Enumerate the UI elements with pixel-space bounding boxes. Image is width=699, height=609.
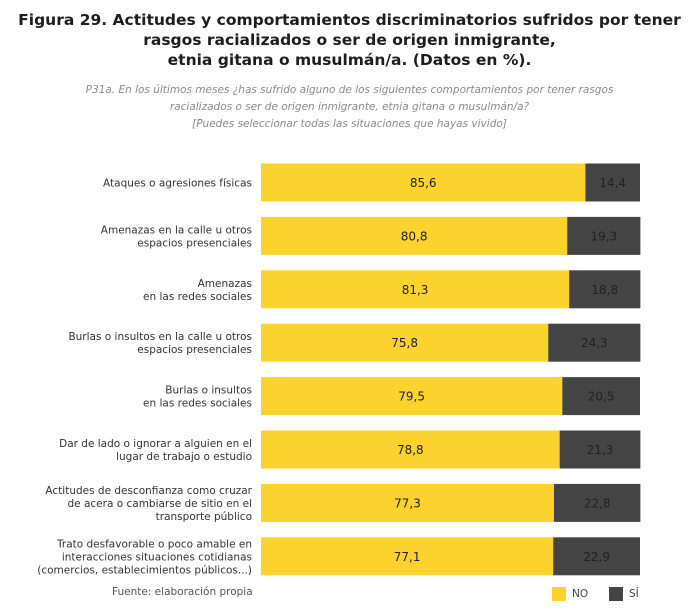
- category-label-line: Amenazas en la calle u otros: [101, 224, 252, 236]
- legend-swatch-si: [609, 587, 623, 601]
- category-label-line: en las redes sociales: [143, 291, 252, 303]
- category-label-line: transporte público: [156, 511, 252, 523]
- category-label: Ataques o agresiones físicas: [103, 178, 252, 190]
- bar-segment-si: [569, 270, 641, 309]
- chart-subtitle-line: racializados o ser de origen inmigrante,…: [169, 101, 530, 113]
- bar-segment-no: [261, 430, 560, 469]
- category-label-line: espacios presenciales: [137, 344, 252, 356]
- value-label-no: 77,1: [394, 550, 421, 564]
- legend-label-si: SÍ: [629, 588, 639, 600]
- category-label: Trato desfavorable o poco amable en inter…: [37, 538, 252, 576]
- category-label-line: espacios presenciales: [137, 237, 252, 249]
- category-label: Actitudes de desconfianza como cruzar de …: [45, 485, 252, 523]
- chart-title-line: etnia gitana o musulmán/a. (Datos en %).: [167, 51, 532, 69]
- bar-segment-si: [585, 163, 640, 202]
- category-label: Burlas o insultos en las redes sociales: [143, 385, 252, 410]
- legend-label-no: NO: [572, 588, 589, 600]
- legend-item-si: SÍ: [609, 587, 639, 601]
- value-label-si: 22,8: [584, 496, 611, 510]
- value-label-no: 79,5: [398, 390, 425, 404]
- chart-title: Figura 29. Actitudes y comportamientos d…: [0, 10, 699, 70]
- category-label: Burlas o insultos en la calle u otros esp…: [68, 331, 252, 356]
- bar-segment-si: [553, 537, 640, 576]
- bar-segment-no: [261, 270, 570, 309]
- category-label-line: interacciones situaciones cotidianas: [62, 551, 252, 563]
- bar-segment-si: [562, 377, 640, 416]
- value-label-si: 19,3: [590, 229, 617, 243]
- bar-segment-si: [559, 430, 641, 469]
- category-label: Dar de lado o ignorar a alguien en el lug…: [59, 438, 252, 463]
- value-label-si: 20,5: [588, 390, 615, 404]
- source-note: Fuente: elaboración propia: [112, 586, 253, 598]
- bar-segment-no: [261, 483, 554, 522]
- category-label-line: de acera o cambiarse de sitio en el: [68, 498, 253, 510]
- bar-segment-no: [261, 216, 568, 255]
- value-label-si: 22,9: [583, 550, 610, 564]
- value-label-no: 77,3: [394, 496, 421, 510]
- chart-subtitle-line: P31a. En los últimos meses ¿has sufrido …: [85, 84, 614, 96]
- value-label-si: 24,3: [581, 336, 608, 350]
- value-label-no: 80,8: [401, 229, 428, 243]
- bar-segment-si: [548, 323, 641, 362]
- bar-segment-no: [261, 537, 554, 576]
- value-label-no: 85,6: [410, 176, 437, 190]
- value-label-si: 21,3: [587, 443, 614, 457]
- bar-segment-si: [553, 483, 641, 522]
- chart-title-line: Figura 29. Actitudes y comportamientos d…: [18, 11, 681, 29]
- value-label-si: 14,4: [599, 176, 626, 190]
- category-label-line: Actitudes de desconfianza como cruzar: [45, 485, 252, 497]
- category-label-line: Amenazas: [198, 278, 252, 290]
- bar-segment-no: [261, 323, 549, 362]
- category-label-line: en las redes sociales: [143, 398, 252, 410]
- value-label-si: 18,8: [591, 283, 618, 297]
- category-label-line: Burlas o insultos: [165, 385, 252, 397]
- bar-segment-no: [261, 377, 563, 416]
- bar-segment-si: [567, 216, 641, 255]
- chart-subtitle-line: [Puedes seleccionar todas las situacione…: [192, 118, 507, 130]
- value-label-no: 81,3: [402, 283, 429, 297]
- category-label-line: Trato desfavorable o poco amable en: [56, 538, 252, 550]
- chart-subtitle: P31a. En los últimos meses ¿has sufrido …: [0, 82, 699, 133]
- category-label-line: lugar de trabajo o estudio: [116, 451, 252, 463]
- legend-swatch-no: [552, 587, 566, 601]
- value-label-no: 78,8: [397, 443, 424, 457]
- category-label: Amenazas en la calle u otros espacios pre…: [101, 224, 252, 249]
- category-label: Amenazas en las redes sociales: [143, 278, 252, 303]
- category-label-line: Ataques o agresiones físicas: [103, 178, 252, 190]
- bar-segment-no: [261, 163, 586, 202]
- category-label-line: (comercios, establecimientos públicos...…: [37, 564, 252, 576]
- value-label-no: 75,8: [391, 336, 418, 350]
- chart-title-line: rasgos racializados o ser de origen inmi…: [143, 31, 556, 49]
- legend-item-no: NO: [552, 587, 588, 601]
- category-label-line: Burlas o insultos en la calle u otros: [68, 331, 252, 343]
- category-label-line: Dar de lado o ignorar a alguien en el: [59, 438, 252, 450]
